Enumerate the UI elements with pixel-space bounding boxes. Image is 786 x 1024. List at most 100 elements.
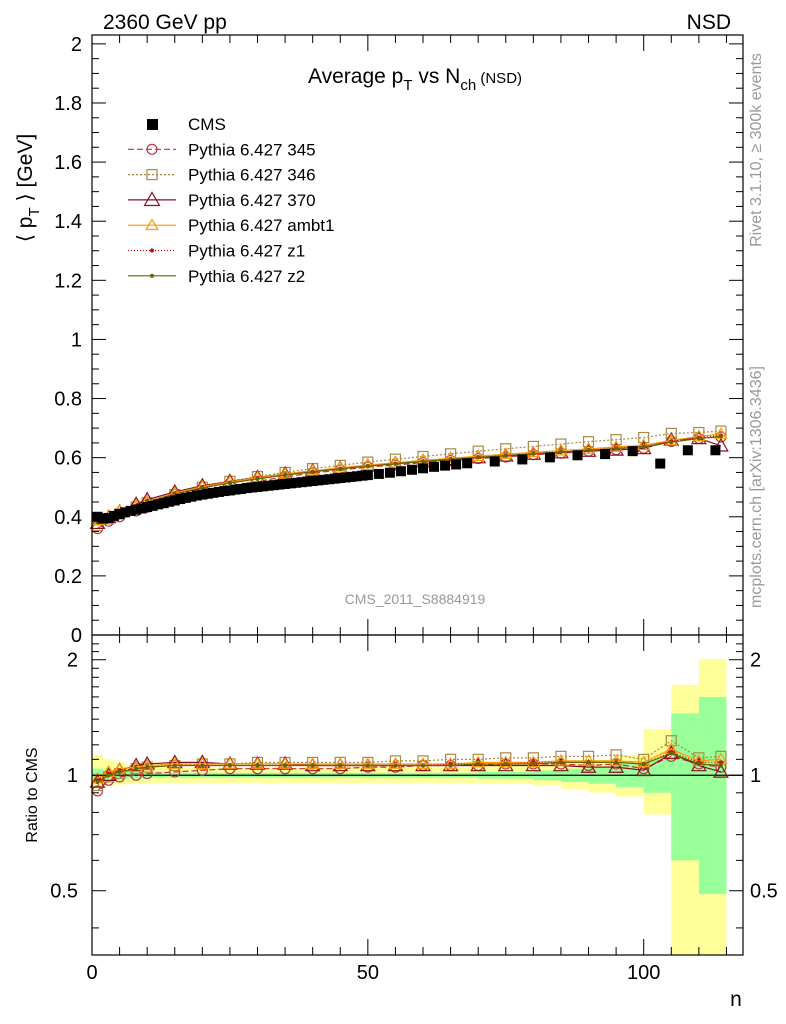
cms-data-point: [682, 445, 693, 456]
ratio-series-marker: [117, 769, 122, 775]
ratio-series-marker: [305, 757, 320, 769]
cms-data-point: [285, 478, 296, 489]
cms-data-point: [186, 491, 197, 502]
cms-data-point: [180, 492, 191, 503]
main-y-axis: 0 0.2 0.4 0.6 0.8 1 1.2 1.4 1.6 1.8 2: [54, 34, 743, 647]
series-marker: [498, 447, 513, 460]
ratio-series-marker: [365, 763, 370, 768]
series-marker: [420, 459, 426, 464]
cms-data-point: [191, 490, 202, 501]
ratio-series-marker: [361, 757, 375, 769]
ratio-series-marker: [558, 760, 564, 765]
series-marker: [664, 433, 679, 446]
ratio-series-marker: [420, 763, 426, 768]
ratio-series-layer: [89, 735, 729, 797]
series-line: [97, 430, 721, 527]
ratio-series-line: [97, 748, 721, 780]
legend: CMS Pythia 6.427 345 Pythia 6.427 346 Pythi…: [128, 115, 334, 286]
cms-data-point: [169, 495, 180, 506]
ratio-y-axis-label: Ratio to CMS: [24, 747, 41, 842]
cms-data-layer: [92, 445, 721, 524]
series-marker: [255, 476, 260, 482]
ratio-series-marker: [106, 773, 111, 778]
ratio-series-marker: [223, 757, 237, 769]
cms-data-point: [125, 505, 136, 516]
ratio-series-marker: [531, 761, 536, 767]
series-marker: [558, 449, 564, 455]
ratio-series-marker: [526, 755, 541, 768]
series-marker: [282, 472, 288, 478]
ratio-y-tick-label: 2: [67, 650, 78, 672]
cms-data-point: [175, 494, 186, 505]
cms-data-point: [291, 477, 302, 488]
series-marker: [554, 443, 568, 456]
cms-data-point: [280, 478, 291, 489]
series-marker: [200, 485, 205, 490]
ratio-series-marker: [641, 761, 646, 767]
series-marker: [333, 460, 348, 473]
ratio-series-marker: [471, 755, 485, 768]
series-marker: [669, 440, 674, 445]
cms-data-point: [324, 474, 335, 485]
legend-series-marker: [146, 169, 158, 181]
cms-data-point: [252, 481, 263, 492]
legend-series-label: Pythia 6.427 345: [188, 140, 316, 159]
legend-series-label: Pythia 6.427 z1: [188, 242, 305, 261]
cms-data-point: [318, 474, 329, 485]
main-y-tick-label: 1.6: [54, 152, 82, 174]
cms-data-point: [451, 459, 462, 470]
series-marker: [586, 448, 591, 453]
ratio-x-axis: 0 50 100: [86, 635, 727, 984]
cms-data-point: [158, 498, 169, 509]
cms-data-point: [395, 466, 406, 477]
ratio-y-tick-label: 0.5: [50, 881, 78, 903]
series-marker: [443, 451, 458, 464]
cms-data-point: [208, 487, 219, 498]
cms-data-point: [230, 484, 241, 495]
ratio-series-line: [97, 752, 721, 783]
cms-data-point: [335, 473, 346, 484]
series-marker: [361, 458, 375, 470]
cms-data-point: [274, 479, 285, 490]
legend-series-marker: [143, 191, 161, 207]
cms-data-point: [153, 499, 164, 510]
ratio-y-tick-label-right: 0.5: [750, 881, 778, 903]
cms-data-point: [362, 470, 373, 481]
ratio-series-marker: [227, 763, 233, 768]
series-line: [97, 436, 721, 530]
cms-data-point: [296, 477, 307, 488]
ratio-series-line: [97, 740, 721, 787]
main-series-layer: [89, 425, 729, 535]
ratio-series-marker: [580, 758, 597, 773]
main-y-tick-label: 1.8: [54, 93, 82, 115]
series-marker: [310, 469, 315, 474]
series-marker: [388, 455, 403, 468]
cms-data-point: [710, 445, 721, 456]
ratio-series-marker: [636, 755, 651, 768]
cms-data-point: [357, 470, 368, 481]
cms-data-point: [235, 483, 246, 494]
ratio-uncertainty-bands: [92, 658, 727, 955]
legend-series-marker: [146, 143, 158, 155]
series-marker: [278, 466, 292, 479]
main-y-axis-label: ⟨ pT ⟩ [GeV]: [14, 134, 43, 242]
ratio-series-marker: [310, 763, 315, 768]
cms-data-point: [224, 485, 235, 496]
series-marker: [614, 446, 619, 451]
ratio-series-marker: [338, 763, 343, 768]
series-marker: [712, 437, 729, 452]
main-y-tick-label: 1.4: [54, 211, 82, 233]
cms-data-point: [241, 483, 252, 494]
legend-series-label: Pythia 6.427 ambt1: [188, 216, 334, 235]
x-tick-label: 0: [86, 962, 97, 984]
chart-title: Average pT vs Nch (NSD): [308, 65, 522, 94]
legend-series-marker: [149, 273, 155, 278]
ratio-series-marker: [712, 763, 729, 778]
ratio-series-marker: [95, 779, 100, 785]
ratio-series-marker: [554, 753, 568, 766]
series-marker: [582, 436, 595, 448]
ratio-series-marker: [278, 757, 292, 769]
series-marker: [641, 444, 646, 449]
series-marker: [526, 445, 541, 458]
ratio-series-marker: [145, 765, 150, 770]
